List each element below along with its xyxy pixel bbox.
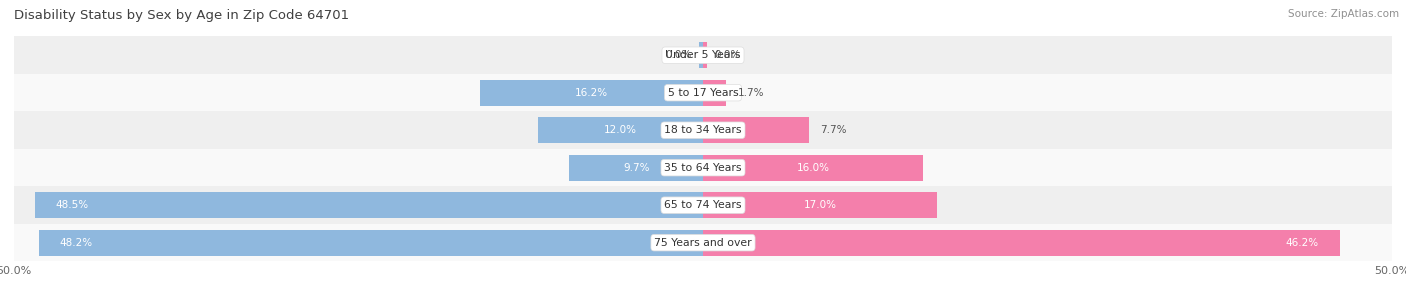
Text: 16.2%: 16.2% (575, 88, 607, 98)
Bar (537, 117, 703, 143)
Bar (14, 36, 1392, 74)
Text: 7.7%: 7.7% (820, 125, 846, 135)
Text: 17.0%: 17.0% (804, 200, 837, 210)
Text: Source: ZipAtlas.com: Source: ZipAtlas.com (1288, 9, 1399, 19)
Text: 0.0%: 0.0% (714, 50, 741, 60)
Text: 65 to 74 Years: 65 to 74 Years (664, 200, 742, 210)
Bar (14, 186, 1392, 224)
Bar (703, 192, 938, 218)
Text: 1.7%: 1.7% (738, 88, 763, 98)
Bar (14, 149, 1392, 186)
Bar (703, 117, 808, 143)
Bar (703, 42, 707, 68)
Text: 5 to 17 Years: 5 to 17 Years (668, 88, 738, 98)
Bar (569, 155, 703, 181)
Bar (703, 80, 727, 106)
Text: Under 5 Years: Under 5 Years (665, 50, 741, 60)
Text: 35 to 64 Years: 35 to 64 Years (664, 163, 742, 173)
Text: Disability Status by Sex by Age in Zip Code 64701: Disability Status by Sex by Age in Zip C… (14, 9, 349, 22)
Bar (703, 230, 1340, 256)
Text: 18 to 34 Years: 18 to 34 Years (664, 125, 742, 135)
Text: 9.7%: 9.7% (623, 163, 650, 173)
Bar (699, 42, 703, 68)
Text: 75 Years and over: 75 Years and over (654, 238, 752, 248)
Text: 16.0%: 16.0% (797, 163, 830, 173)
Text: 46.2%: 46.2% (1286, 238, 1319, 248)
Bar (703, 155, 924, 181)
Bar (39, 230, 703, 256)
Bar (14, 74, 1392, 112)
Bar (14, 224, 1392, 261)
Text: 0.0%: 0.0% (665, 50, 692, 60)
Text: 48.2%: 48.2% (59, 238, 93, 248)
Bar (14, 112, 1392, 149)
Bar (35, 192, 703, 218)
Text: 48.5%: 48.5% (55, 200, 89, 210)
Bar (479, 80, 703, 106)
Text: 12.0%: 12.0% (603, 125, 637, 135)
